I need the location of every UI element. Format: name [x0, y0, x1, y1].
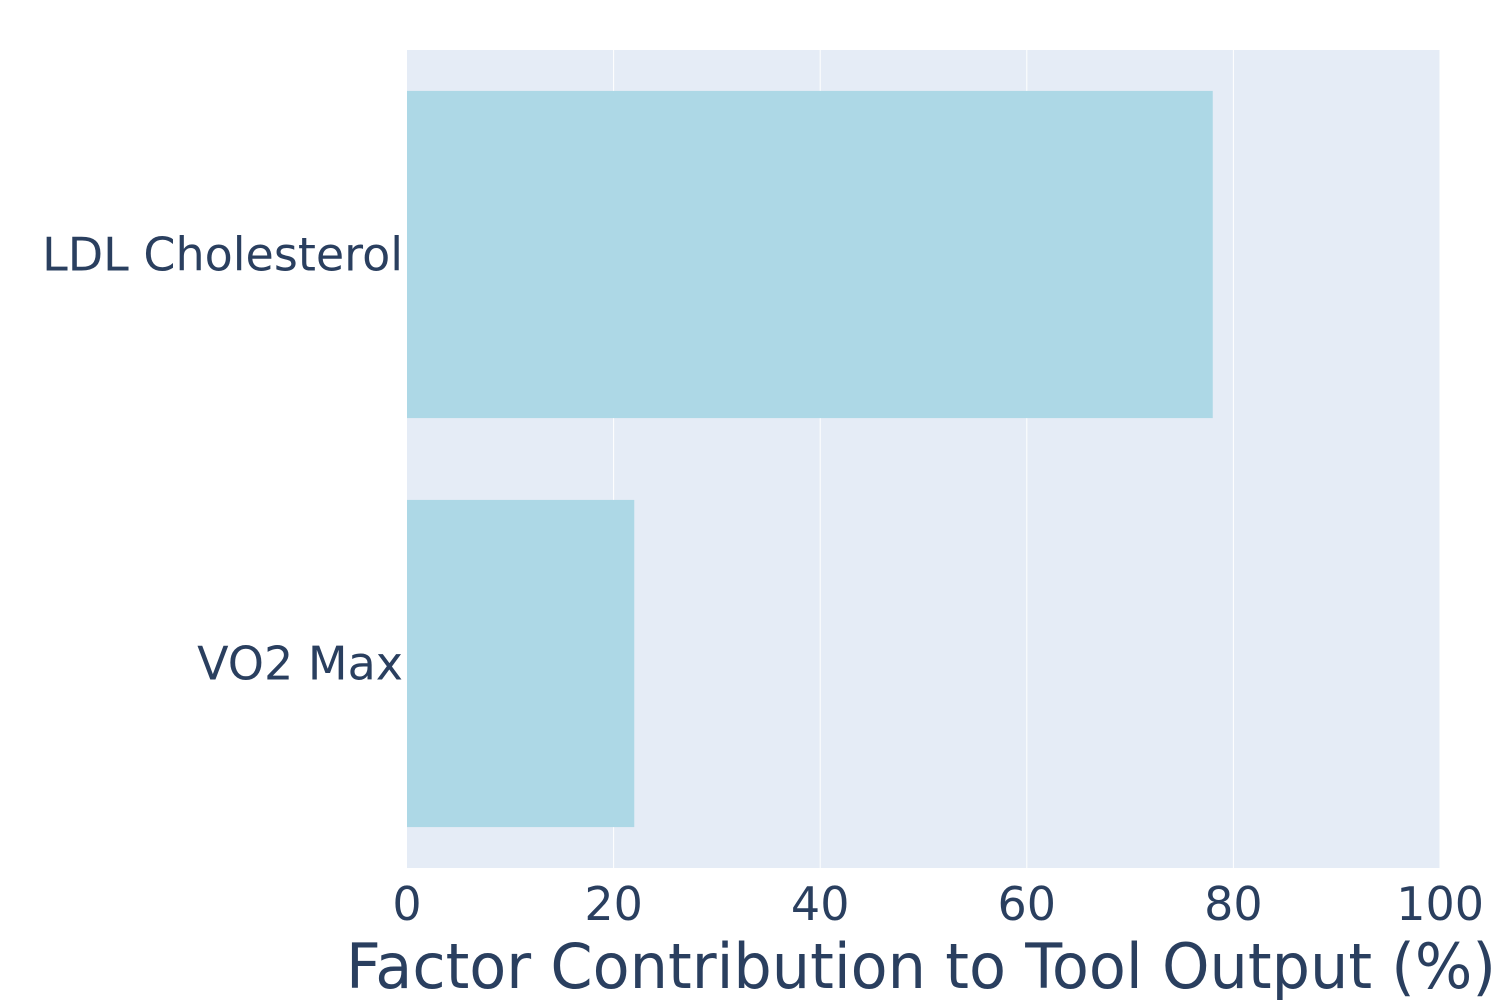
bar-vo2-max [407, 499, 635, 828]
y-tick-label: VO2 Max [197, 637, 403, 691]
bars [407, 90, 1213, 828]
x-tick-label: 0 [392, 877, 421, 931]
y-axis-tick-labels: LDL Cholesterol VO2 Max [42, 228, 403, 691]
x-tick-label: 100 [1396, 877, 1484, 931]
y-tick-label: LDL Cholesterol [42, 228, 403, 282]
x-tick-label: 40 [791, 877, 850, 931]
bar-ldl-cholesterol [407, 90, 1213, 419]
x-tick-label: 80 [1204, 877, 1263, 931]
x-axis-title: Factor Contribution to Tool Output (%) [346, 930, 1496, 1000]
x-tick-label: 60 [998, 877, 1057, 931]
x-tick-label: 20 [584, 877, 643, 931]
x-axis-tick-labels: 0 20 40 60 80 100 [392, 877, 1484, 931]
